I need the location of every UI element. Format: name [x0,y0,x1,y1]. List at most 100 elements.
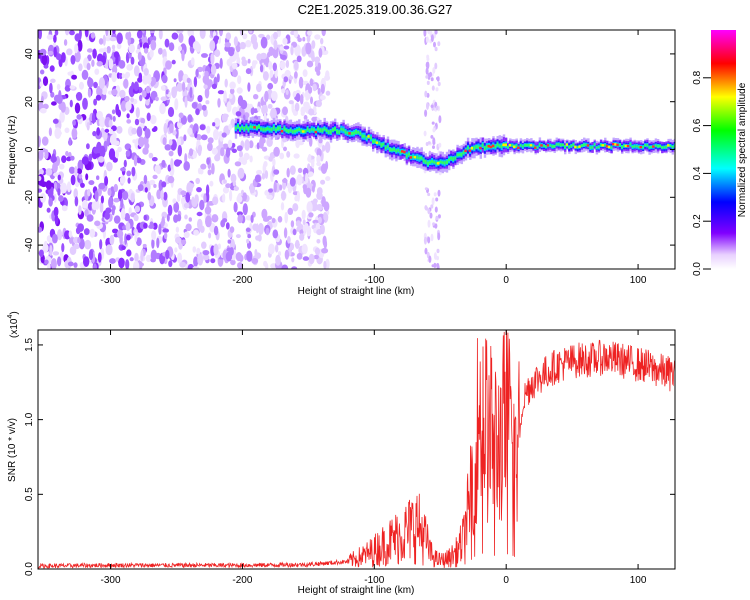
spectrogram-noise-cell [235,234,241,239]
spectrogram-noise-cell [187,114,193,123]
spectrogram-noise-cell [245,227,251,232]
spectrogram-noise-cell [59,111,65,123]
spectrogram-noise-cell [171,59,176,65]
spectrogram-noise-cell [94,190,99,202]
spectrogram-signal-peak [666,144,670,147]
snr-frame [37,329,676,570]
spectrogram-noise-cell [210,258,216,264]
spectrogram-noise-cell [195,177,200,185]
spectrogram-noise-cell [237,262,244,269]
spectrogram-noise-cell [57,188,61,196]
spectrogram-signal-cell [310,128,314,131]
spectrogram-noise-cell [177,144,182,157]
colorbar-tick-label: 0.8 [692,70,703,84]
spectrogram-noise-cell [88,249,94,261]
spectrogram-noise-cell [213,225,219,236]
spectrogram-signal-cell [331,128,335,132]
spectrogram-noise-cell [54,214,59,225]
spectrogram-noise-cell [128,43,136,54]
spectrogram-noise-cell [231,148,237,153]
spectrogram-signal-cell [439,160,442,164]
spectrogram-noise-cell [117,109,121,118]
spectrogram-noise-cell [49,82,53,94]
spectrogram-signal-cell [523,144,527,147]
spectrogram-noise-cell [126,170,132,177]
spectrogram-signal-cell [526,143,529,147]
spectrogram-noise-cell [424,109,428,117]
spectrogram-noise-cell [161,74,168,84]
spectrogram-signal-cell [422,158,425,163]
spectrogram-signal-cell [654,144,658,147]
spectrogram-noise-cell [164,144,172,151]
spectrogram-noise-cell [99,201,104,213]
spectrogram-signal-cell [424,160,428,164]
spectrogram-noise-cell [268,188,273,193]
spectrogram-signal-cell [549,144,552,147]
spectrogram-noise-cell [150,80,155,87]
spectrogram-noise-cell [305,187,312,198]
spectrogram-signal-cell [298,127,301,131]
spectrogram-noise-cell [193,76,198,88]
spectrogram-noise-cell [96,127,101,136]
spectrogram-signal-cell [306,127,309,131]
spectrogram-noise-cell [213,35,220,41]
spectrogram-noise-cell [46,34,54,40]
spectrogram-noise-cell [275,244,279,253]
spectrogram-noise-cell [80,182,85,188]
spectrogram-noise-cell [233,201,238,213]
spectrogram-noise-cell [227,139,233,148]
spectrogram-noise-cell [262,71,269,81]
spectrogram-noise-cell [201,53,208,58]
spectrogram-noise-cell [261,104,268,115]
spectrogram-signal-cell [325,129,328,132]
spectrogram-noise-cell [99,145,106,158]
spectrogram-noise-cell [210,64,217,75]
spectrogram-signal-cell [483,146,487,151]
spectrogram-noise-cell [150,114,157,125]
spectrogram-noise-cell [125,101,132,111]
spectrogram-noise-cell [52,162,58,173]
spectrogram-noise-cell [299,94,304,105]
spectrogram-noise-cell [168,139,173,146]
spectrogram-noise-cell [193,229,200,236]
spectrogram-noise-cell [312,198,318,204]
spectrogram-noise-cell [165,60,172,70]
spectrogram-signal-cell [477,145,480,149]
spectrogram-noise-cell [310,96,313,105]
spectrogram-noise-cell [138,72,143,82]
spectrogram-noise-cell [63,39,68,46]
spectrogram-noise-cell [305,42,312,55]
spectrogram-noise-cell [249,183,254,194]
spectrogram-noise-cell [40,69,45,75]
spectrogram-signal-cell [319,128,322,133]
spectrogram-signal-cell [420,156,423,160]
spectrogram-noise-cell [426,102,429,110]
spectrogram-noise-cell [435,105,439,111]
spectrogram-noise-cell [120,208,126,220]
spectrogram-signal-cell [466,146,470,149]
spectrogram-signal-cell [642,146,645,149]
spectrogram-noise-cell [222,218,228,223]
spectrogram-noise-cell [103,132,108,141]
colorbar: 0.0 0.2 0.4 0.6 0.8 Normalized spectral ampl… [692,30,748,276]
spectrogram-noise-cell [79,81,84,90]
spectrogram-noise-cell [66,181,72,193]
spectrogram-noise-cell [306,35,311,43]
spectrogram-noise-cell [302,184,307,190]
spectrogram-noise-cell [211,163,215,175]
spectrogram-noise-cell [120,198,124,209]
spectrogram-signal-cell [241,125,244,129]
spectrogram-noise-cell [294,71,298,79]
spectrogram-noise-cell [40,181,48,188]
spectrogram-noise-cell [76,168,83,175]
spectrogram-noise-cell [226,58,233,67]
spectrogram-noise-cell [88,153,93,162]
spectrogram-noise-cell [199,124,206,131]
spectrogram-noise-cell [313,254,319,260]
spectrogram-signal-cell [386,145,390,148]
spectrogram-signal-cell [538,143,542,146]
spectrogram-noise-cell [102,34,106,46]
spectrogram-signal-cell [283,126,286,131]
spectrogram-noise-cell [431,85,435,91]
spectrogram-noise-cell [178,45,182,52]
